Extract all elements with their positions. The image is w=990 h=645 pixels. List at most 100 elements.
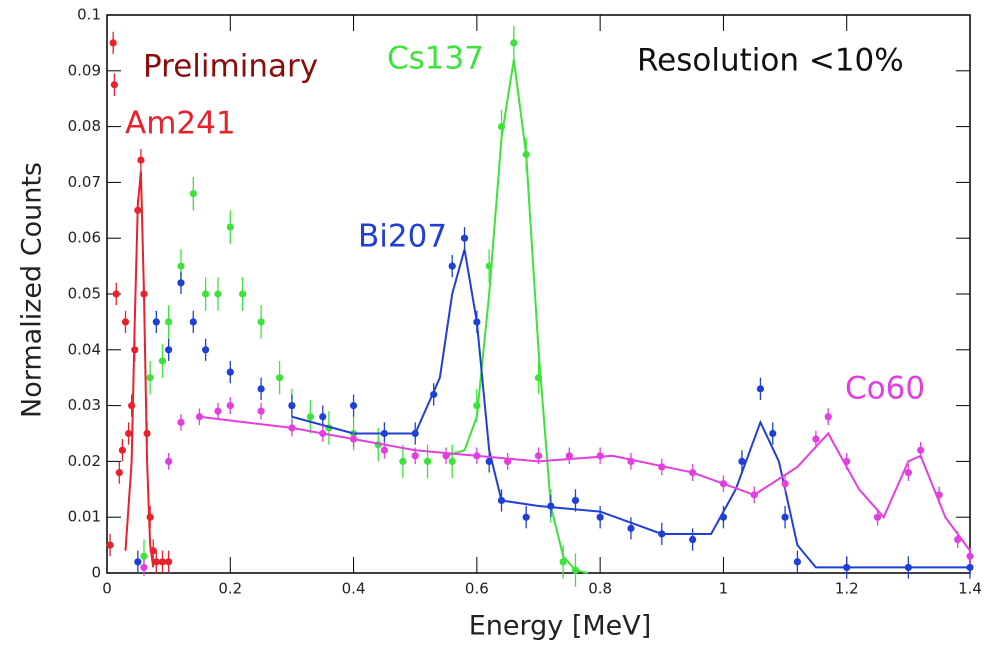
data-point	[202, 346, 210, 354]
data-point	[460, 234, 469, 242]
data-point	[226, 368, 234, 376]
data-point	[781, 480, 789, 488]
data-point	[935, 491, 943, 499]
resolution-label: Resolution <10%	[637, 43, 904, 79]
data-point	[917, 446, 925, 454]
x-tick-label: 0	[102, 580, 112, 598]
y-tick-label: 0.06	[68, 229, 101, 247]
data-point	[769, 429, 777, 438]
data-point	[442, 452, 450, 460]
data-point	[448, 457, 456, 465]
data-point	[904, 563, 912, 572]
y-tick-label: 0.03	[68, 396, 101, 414]
fit-line	[199, 415, 971, 552]
data-point	[276, 374, 284, 382]
data-point	[473, 402, 481, 410]
data-point	[596, 452, 604, 460]
data-point	[750, 491, 758, 499]
data-point	[904, 468, 912, 477]
data-point	[565, 452, 573, 460]
data-point	[140, 552, 148, 560]
series-label: Co60	[845, 371, 925, 407]
data-point	[719, 513, 728, 521]
data-point	[824, 413, 832, 421]
data-point	[349, 402, 358, 410]
data-point	[719, 480, 728, 488]
data-point	[522, 513, 530, 521]
data-point	[112, 290, 120, 298]
data-point	[257, 407, 265, 415]
data-point	[966, 552, 974, 560]
data-point	[473, 318, 481, 326]
y-tick-label: 0.05	[68, 285, 101, 303]
series-label: Bi207	[358, 219, 447, 255]
data-point	[423, 457, 432, 465]
data-point	[137, 156, 145, 164]
data-point	[559, 558, 567, 566]
y-tick-label: 0.08	[68, 117, 101, 135]
x-tick-label: 0.2	[218, 580, 242, 598]
data-point	[134, 206, 142, 214]
data-point	[177, 418, 185, 426]
data-point	[510, 39, 518, 47]
series-label: Cs137	[387, 41, 484, 77]
x-tick-label: 0.4	[342, 580, 366, 598]
data-point	[430, 390, 438, 399]
data-point	[596, 513, 604, 521]
data-point	[738, 457, 746, 465]
y-tick-label: 0.1	[77, 6, 101, 24]
data-point	[149, 547, 157, 555]
x-tick-label: 1	[719, 580, 729, 598]
data-point	[812, 435, 820, 443]
data-point	[349, 435, 358, 443]
data-point	[134, 558, 142, 566]
data-point	[158, 558, 167, 566]
data-point	[497, 496, 506, 505]
data-point	[146, 513, 154, 521]
data-point	[658, 530, 666, 538]
y-tick-label: 0	[91, 564, 101, 582]
data-point	[843, 563, 851, 572]
data-point	[109, 39, 117, 47]
data-point	[504, 457, 512, 465]
data-point	[189, 189, 197, 198]
y-axis-title: Normalized Counts	[17, 162, 48, 418]
data-point	[165, 318, 173, 326]
data-point	[189, 318, 197, 326]
data-point	[165, 558, 173, 566]
data-point	[152, 318, 160, 326]
data-point	[380, 429, 388, 438]
data-point	[118, 446, 127, 454]
fit-line	[124, 171, 155, 568]
data-point	[411, 429, 419, 438]
data-point	[380, 446, 388, 454]
series-label: Am241	[125, 106, 236, 142]
data-point	[627, 524, 635, 532]
data-point	[288, 424, 296, 432]
x-tick-label: 1.2	[835, 580, 859, 598]
y-tick-label: 0.07	[68, 173, 101, 191]
data-point	[288, 402, 296, 410]
data-point	[689, 535, 697, 544]
fit-line	[291, 249, 970, 569]
data-point	[571, 496, 580, 505]
data-point	[257, 385, 265, 393]
data-point	[165, 346, 173, 354]
data-point	[756, 385, 765, 393]
data-point	[473, 452, 481, 460]
data-point	[689, 468, 697, 477]
data-point	[522, 150, 530, 159]
data-point	[485, 262, 493, 270]
x-tick-label: 0.6	[465, 580, 489, 598]
x-tick-label: 0.8	[588, 580, 612, 598]
data-point	[131, 346, 139, 354]
data-point	[202, 290, 210, 298]
plot-frame	[106, 14, 971, 574]
x-axis-title: Energy [MeV]	[469, 611, 652, 642]
data-point	[534, 452, 543, 460]
data-point	[106, 541, 114, 549]
data-point	[411, 452, 419, 460]
data-point	[658, 463, 666, 471]
data-point	[195, 413, 204, 421]
